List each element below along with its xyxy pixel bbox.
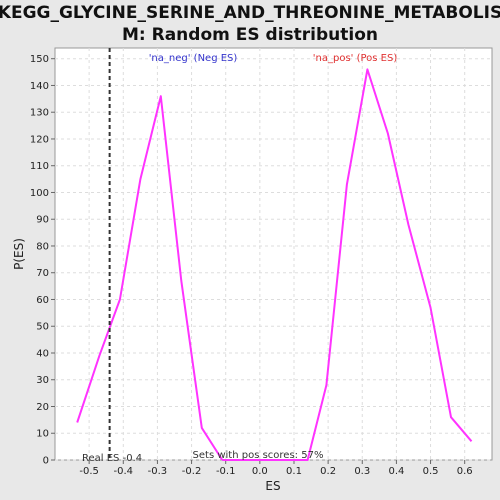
- chart-title-line1: KEGG_GLYCINE_SERINE_AND_THREONINE_METABO…: [0, 3, 500, 23]
- x-tick-label: 0.2: [320, 466, 336, 477]
- y-tick-label: 120: [30, 134, 49, 145]
- y-tick-label: 100: [30, 188, 49, 199]
- legend-neg-label: 'na_neg' (Neg ES): [149, 53, 238, 64]
- y-tick-label: 50: [36, 322, 49, 333]
- x-axis-title: ES: [265, 479, 280, 493]
- y-tick-label: 110: [30, 161, 49, 172]
- x-tick-label: -0.3: [148, 466, 168, 477]
- y-tick-label: 20: [36, 402, 49, 413]
- y-tick-label: 150: [30, 54, 49, 65]
- chart-title-line2: M: Random ES distribution: [122, 25, 378, 45]
- x-tick-label: 0.3: [354, 466, 370, 477]
- x-tick-label: -0.4: [114, 466, 134, 477]
- y-tick-label: 140: [30, 81, 49, 92]
- y-tick-label: 60: [36, 295, 49, 306]
- x-tick-label: 0.5: [423, 466, 439, 477]
- y-tick-label: 80: [36, 241, 49, 252]
- series-line-0: [76, 95, 224, 461]
- x-tick-label: 0.0: [252, 466, 268, 477]
- x-tick-label: -0.5: [79, 466, 99, 477]
- series-lines: [76, 48, 473, 461]
- y-tick-label: 90: [36, 215, 49, 226]
- x-tick-label: 0.6: [457, 466, 473, 477]
- y-axis-title: P(ES): [12, 238, 26, 270]
- plot-area: [54, 47, 493, 461]
- y-tick-label: 70: [36, 268, 49, 279]
- y-tick-label: 10: [36, 429, 49, 440]
- x-tick-label: 0.4: [388, 466, 404, 477]
- y-tick-label: 0: [43, 456, 49, 467]
- grid: [55, 48, 492, 461]
- series-line-1: [222, 68, 473, 461]
- y-tick-label: 130: [30, 108, 49, 119]
- legend-pos-label: 'na_pos' (Pos ES): [313, 53, 398, 64]
- real-es-label: Real ES -0.4: [82, 453, 142, 464]
- y-tick-label: 30: [36, 375, 49, 386]
- axes: 0 10 20 30 40 50 60 70 80 90 100 110 120 130 140 150 -0.…: [30, 54, 473, 477]
- pos-scores-annotation: Sets with pos scores: 57%: [193, 450, 324, 461]
- x-tick-label: 0.1: [286, 466, 302, 477]
- x-tick-label: -0.2: [182, 466, 202, 477]
- x-tick-label: -0.1: [216, 466, 236, 477]
- y-tick-label: 40: [36, 348, 49, 359]
